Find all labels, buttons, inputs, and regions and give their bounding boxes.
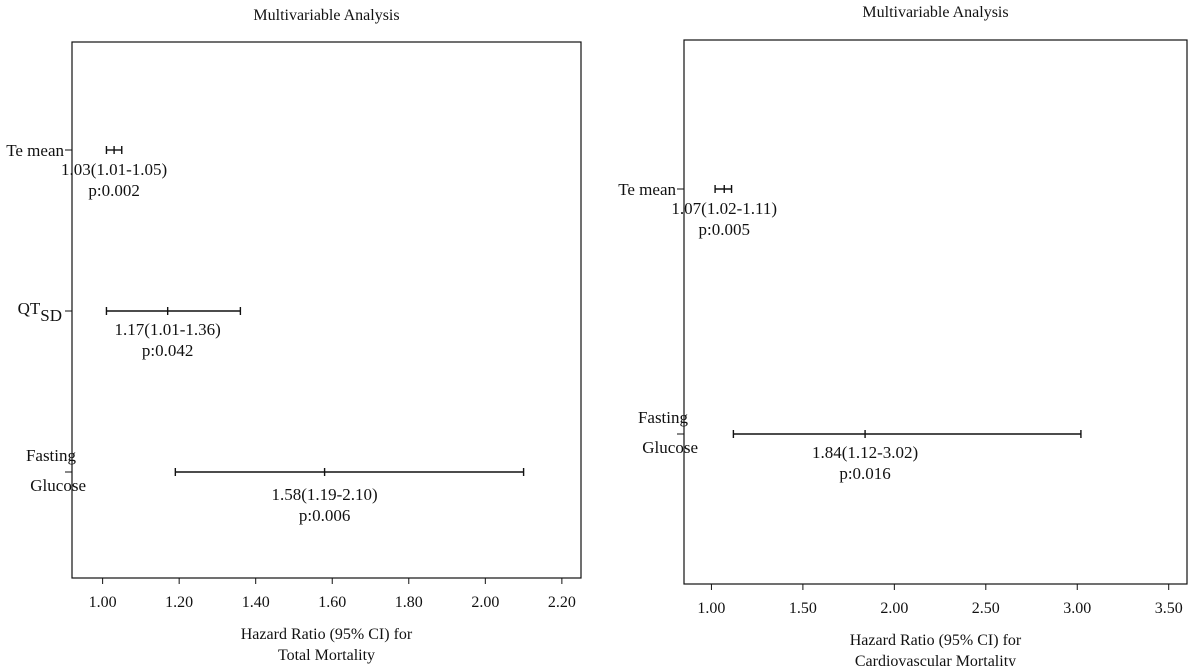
p-value-label: p:0.042 [142, 341, 193, 360]
row-label-subscript: SD [40, 306, 62, 325]
row-label: Te mean [618, 180, 676, 199]
x-tick-label: 2.00 [471, 594, 499, 611]
hr-ci-label: 1.58(1.19-2.10) [271, 485, 377, 504]
x-tick-label: 1.00 [697, 600, 725, 617]
x-axis-label: Cardiovascular Mortality [855, 653, 1016, 666]
x-tick-label: 1.80 [395, 594, 423, 611]
x-tick-label: 3.50 [1155, 600, 1183, 617]
forest-row: Fasting Glucose 1.84(1.12-3.02) p:0.016 [638, 408, 1082, 483]
x-tick-label: 1.40 [242, 594, 270, 611]
x-tick-label: 2.20 [548, 594, 576, 611]
p-value-label: p:0.002 [88, 181, 139, 200]
hr-ci-label: 1.84(1.12-3.02) [812, 443, 918, 462]
row-label: Te mean [6, 141, 64, 160]
x-axis-label: Hazard Ratio (95% CI) for [850, 632, 1022, 649]
hr-ci-label: 1.03(1.01-1.05) [61, 160, 167, 179]
forest-panel-2: Multivariable Analysis 1.00 1.50 2.00 2.50 3.… [618, 4, 1188, 666]
x-tick-label: 1.20 [165, 594, 193, 611]
p-value-label: p:0.005 [698, 220, 749, 239]
x-tick-label: 1.50 [789, 600, 817, 617]
row-label-main: QT [18, 299, 41, 318]
panel-title: Multivariable Analysis [862, 4, 1008, 21]
plot-frame [683, 39, 1188, 585]
row-label: Fasting [26, 446, 77, 465]
forest-panel-1: Multivariable Analysis 1.00 1.20 1.40 1.60 1.… [6, 7, 582, 664]
row-label: Glucose [642, 438, 698, 457]
panel-title: Multivariable Analysis [253, 7, 399, 24]
p-value-label: p:0.006 [299, 506, 350, 525]
x-axis-label: Hazard Ratio (95% CI) for [241, 626, 413, 643]
x-tick-label: 2.50 [972, 600, 1000, 617]
row-label: QTSD [18, 299, 62, 325]
row-label: Fasting [638, 408, 689, 427]
hr-ci-label: 1.07(1.02-1.11) [671, 199, 777, 218]
plot-frame [71, 41, 582, 579]
x-tick-label: 1.60 [318, 594, 346, 611]
p-value-label: p:0.016 [839, 464, 890, 483]
x-tick-label: 2.00 [880, 600, 908, 617]
forest-row: Fasting Glucose 1.58(1.19-2.10) p:0.006 [26, 446, 525, 525]
hr-ci-label: 1.17(1.01-1.36) [115, 320, 221, 339]
x-tick-label: 3.00 [1063, 600, 1091, 617]
row-label: Glucose [30, 476, 86, 495]
forest-row: QTSD 1.17(1.01-1.36) p:0.042 [18, 299, 242, 360]
x-tick-label: 1.00 [89, 594, 117, 611]
x-axis-label: Total Mortality [278, 647, 375, 664]
